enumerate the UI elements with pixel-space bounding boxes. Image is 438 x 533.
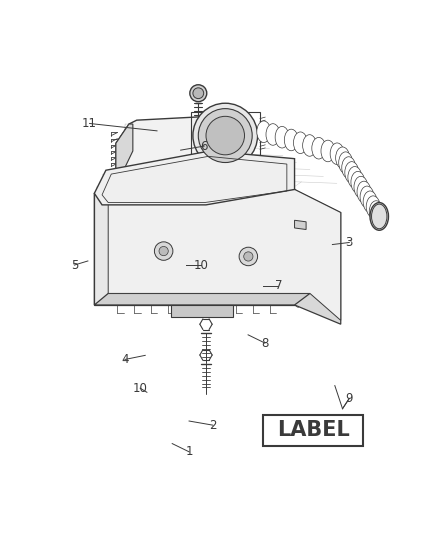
- Circle shape: [193, 103, 258, 168]
- Text: 6: 6: [201, 140, 208, 152]
- Text: 3: 3: [346, 236, 353, 249]
- Ellipse shape: [354, 176, 368, 198]
- Ellipse shape: [370, 203, 389, 230]
- Polygon shape: [94, 182, 108, 305]
- Circle shape: [193, 88, 204, 99]
- Ellipse shape: [366, 196, 380, 217]
- Circle shape: [198, 109, 252, 163]
- Polygon shape: [294, 189, 341, 324]
- Circle shape: [239, 247, 258, 265]
- Ellipse shape: [336, 147, 350, 168]
- Ellipse shape: [321, 140, 335, 161]
- Polygon shape: [94, 294, 310, 305]
- Polygon shape: [171, 305, 233, 317]
- Text: LABEL: LABEL: [277, 420, 350, 440]
- Ellipse shape: [303, 135, 317, 156]
- Polygon shape: [116, 116, 244, 189]
- Text: 5: 5: [71, 259, 78, 271]
- Ellipse shape: [345, 161, 359, 183]
- Ellipse shape: [275, 126, 289, 148]
- Text: 1: 1: [185, 445, 193, 458]
- Circle shape: [155, 242, 173, 260]
- Text: 10: 10: [194, 259, 208, 271]
- Ellipse shape: [312, 138, 326, 159]
- Ellipse shape: [360, 186, 374, 208]
- Text: 10: 10: [133, 382, 148, 394]
- Circle shape: [206, 116, 244, 155]
- Text: 8: 8: [261, 336, 268, 350]
- Ellipse shape: [339, 152, 353, 173]
- Text: 9: 9: [346, 392, 353, 405]
- Ellipse shape: [293, 132, 307, 154]
- Ellipse shape: [372, 206, 386, 227]
- Polygon shape: [94, 189, 294, 305]
- Ellipse shape: [369, 201, 383, 222]
- Ellipse shape: [342, 157, 356, 179]
- Polygon shape: [94, 151, 294, 205]
- Polygon shape: [294, 220, 306, 230]
- Text: 11: 11: [82, 117, 97, 130]
- Ellipse shape: [351, 172, 365, 193]
- Circle shape: [159, 246, 168, 256]
- Polygon shape: [108, 182, 341, 320]
- Ellipse shape: [257, 121, 271, 142]
- Circle shape: [190, 85, 207, 102]
- Polygon shape: [116, 124, 133, 170]
- Text: 2: 2: [209, 418, 216, 432]
- Ellipse shape: [266, 124, 280, 146]
- Ellipse shape: [348, 166, 362, 188]
- Circle shape: [244, 252, 253, 261]
- Ellipse shape: [330, 143, 344, 165]
- Text: 7: 7: [275, 279, 282, 292]
- Ellipse shape: [363, 191, 377, 213]
- Ellipse shape: [357, 181, 371, 203]
- Text: 4: 4: [121, 353, 129, 366]
- Ellipse shape: [284, 129, 298, 151]
